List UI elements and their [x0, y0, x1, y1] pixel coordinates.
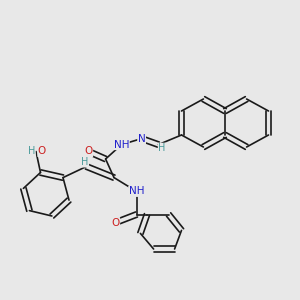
Text: N: N: [138, 134, 146, 144]
Text: NH: NH: [114, 140, 129, 150]
Text: O: O: [38, 146, 46, 157]
Text: O: O: [84, 146, 93, 157]
Text: H: H: [81, 157, 88, 167]
Text: H: H: [28, 146, 35, 157]
Text: NH: NH: [129, 186, 144, 197]
Text: O: O: [111, 218, 120, 228]
Text: H: H: [158, 143, 166, 153]
